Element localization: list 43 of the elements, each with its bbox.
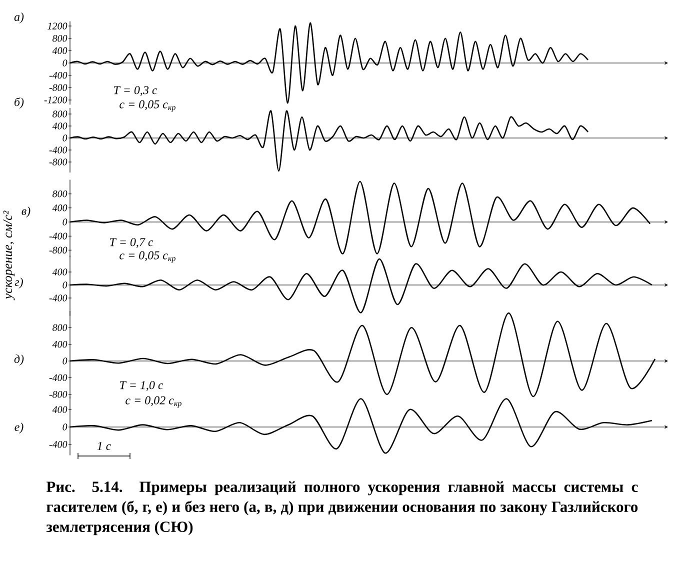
text: г) [14, 278, 23, 288]
y-tick-label: -400 [49, 294, 68, 302]
text: д) [14, 354, 24, 366]
y-tick-label: -400 [49, 441, 68, 448]
annotation: с = 0,02 с$_{кр}$ [126, 396, 182, 408]
annotation: с = 0,05 с$_{кр}$ [120, 251, 176, 263]
text: Рис. 5.14. Примеры реализаций полного ускорения главной массы системы с гасителем (б, г, е) и без него (а, в, д) при движении основания по закону Газлийского землетрясения (СЮ) [46, 481, 638, 536]
y-tick-label: -400 [49, 146, 68, 154]
y-tick-label: -400 [49, 374, 68, 382]
y-tick-label: 0 [62, 424, 68, 430]
y-tick-label: -1200 [44, 96, 68, 104]
y-tick-label: 800 [52, 190, 68, 198]
y-tick-label: 0 [62, 218, 68, 226]
y-tick-label: 800 [52, 110, 68, 118]
y-tick-label: 1200 [48, 22, 68, 30]
y-tick-label: 400 [52, 47, 68, 54]
y-tick-label: 400 [52, 204, 68, 212]
y-tick-label: -400 [49, 232, 68, 240]
y-tick-label: 400 [52, 340, 68, 348]
y-tick-label: 400 [52, 122, 68, 130]
annotation: с = 0,05 с$_{кр}$ [120, 100, 176, 112]
annotation: T = 0,3 с [114, 86, 158, 96]
text: е) [14, 422, 24, 434]
annotation: 1 с [97, 442, 112, 450]
annotation: T = 1,0 с [120, 381, 164, 391]
y-axis-title: ускорение, см/с² [3, 210, 15, 300]
y-tick-label: 800 [52, 34, 68, 42]
chart-title: б) [14, 97, 24, 109]
y-tick-label: 800 [52, 324, 68, 332]
y-tick-label: -800 [49, 84, 68, 92]
y-tick-label: -800 [49, 390, 68, 398]
y-tick-label: 400 [52, 268, 68, 276]
y-tick-label: -800 [49, 246, 68, 254]
y-tick-label: 0 [62, 358, 68, 364]
y-tick-label: 0 [62, 134, 68, 142]
chart-title: а) [14, 12, 24, 24]
annotation: T = 0,7 с [110, 238, 154, 248]
y-tick-label: -400 [49, 72, 68, 79]
y-tick-label: 400 [52, 406, 68, 413]
y-tick-label: -800 [49, 158, 68, 166]
y-tick-label: 0 [62, 60, 68, 66]
text: в) [22, 206, 30, 218]
y-tick-label: 0 [62, 282, 68, 288]
